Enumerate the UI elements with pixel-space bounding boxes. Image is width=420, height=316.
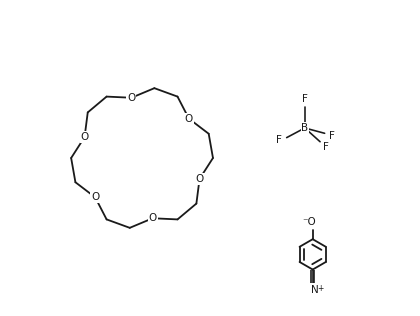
Text: O: O [91, 192, 99, 202]
Text: O: O [185, 114, 193, 124]
Text: B: B [301, 123, 308, 133]
Text: N: N [311, 285, 319, 295]
Text: O: O [127, 93, 136, 103]
Text: F: F [323, 142, 329, 152]
Text: O: O [81, 132, 89, 142]
Text: +: + [317, 284, 323, 293]
Text: F: F [302, 94, 308, 104]
Text: ⁻O: ⁻O [303, 217, 316, 227]
Text: O: O [195, 174, 204, 184]
Text: F: F [329, 131, 335, 141]
Text: F: F [276, 135, 281, 145]
Text: O: O [149, 213, 157, 223]
